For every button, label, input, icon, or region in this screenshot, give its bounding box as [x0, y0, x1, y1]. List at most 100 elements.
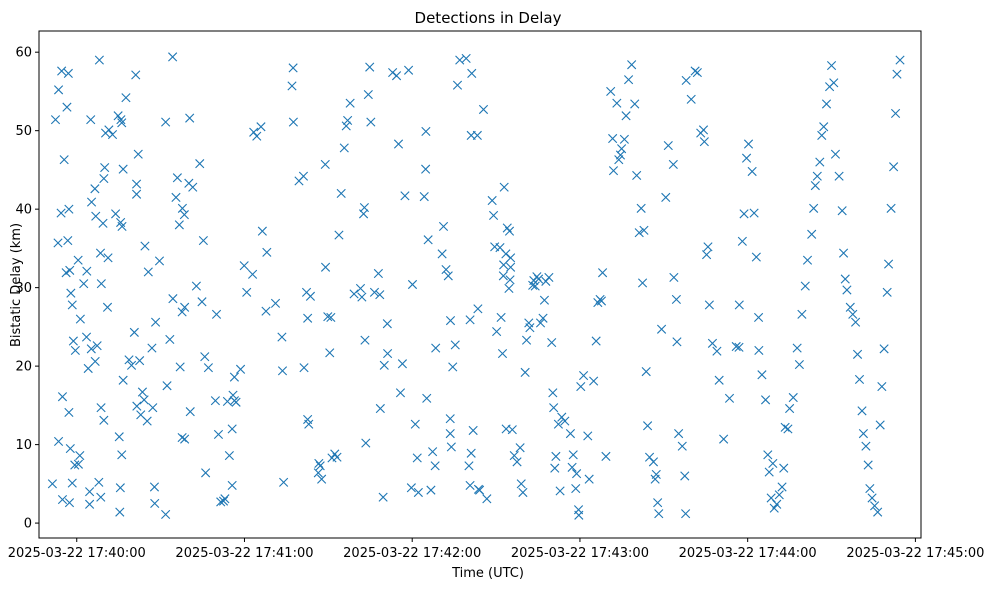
data-point	[137, 387, 148, 397]
data-point	[875, 420, 885, 430]
data-point	[576, 381, 586, 392]
data-point	[553, 419, 564, 429]
data-point	[406, 483, 416, 493]
data-point	[757, 370, 767, 380]
data-point	[621, 111, 631, 121]
data-point	[681, 509, 691, 519]
data-point	[103, 253, 113, 263]
data-point	[701, 250, 712, 260]
x-axis-title: Time (UTC)	[451, 566, 524, 581]
data-point	[571, 483, 581, 494]
data-point	[373, 268, 383, 279]
data-point	[478, 104, 489, 115]
data-point	[53, 436, 64, 447]
data-point	[583, 431, 593, 441]
data-point	[584, 474, 594, 484]
data-point	[349, 289, 359, 299]
data-point	[505, 275, 515, 285]
data-point	[574, 510, 584, 520]
data-point	[91, 211, 101, 221]
data-point	[812, 171, 822, 181]
data-point	[150, 317, 161, 327]
data-point	[257, 226, 267, 236]
x-tick-label: 2025-03-22 17:45:00	[846, 546, 984, 561]
data-point	[423, 235, 433, 245]
data-point	[288, 117, 298, 127]
data-point	[102, 302, 113, 312]
data-point	[857, 406, 867, 416]
data-point	[644, 452, 655, 462]
data-point	[229, 372, 239, 382]
data-point	[90, 184, 100, 194]
data-point	[641, 367, 651, 377]
data-point	[438, 221, 449, 232]
data-point	[567, 462, 577, 472]
data-point	[568, 450, 578, 460]
data-point	[203, 363, 213, 373]
data-point	[65, 265, 75, 275]
data-point	[298, 171, 309, 181]
data-point	[601, 451, 611, 461]
data-point	[242, 287, 252, 297]
data-point	[450, 340, 460, 350]
data-point	[879, 344, 889, 354]
data-point	[67, 300, 77, 310]
data-point	[848, 309, 858, 319]
data-point	[375, 403, 385, 414]
data-point	[277, 366, 288, 376]
data-point	[889, 162, 899, 172]
data-point	[180, 302, 190, 312]
data-point	[749, 208, 759, 218]
data-point	[56, 208, 66, 218]
data-point	[741, 153, 752, 163]
data-point	[892, 69, 902, 79]
data-point	[845, 302, 855, 312]
data-point	[760, 395, 771, 405]
data-point	[648, 457, 659, 467]
data-point	[99, 415, 109, 425]
data-point	[73, 459, 84, 469]
data-point	[100, 162, 110, 173]
data-point	[870, 501, 880, 511]
data-point	[359, 202, 369, 213]
data-point	[68, 336, 78, 346]
data-point	[211, 309, 222, 319]
points-layer	[47, 52, 905, 520]
data-point	[75, 314, 85, 324]
data-point	[161, 509, 171, 520]
data-point	[819, 122, 829, 132]
y-tick-label: 20	[15, 360, 32, 375]
data-point	[654, 509, 664, 519]
y-axis-title: Bistatic Delay (km)	[9, 223, 24, 347]
data-point	[131, 189, 142, 199]
data-point	[550, 463, 560, 473]
data-point	[430, 461, 440, 471]
data-point	[403, 65, 414, 75]
data-point	[395, 388, 406, 398]
data-point	[807, 229, 817, 239]
data-point	[64, 407, 74, 418]
data-point	[671, 294, 681, 305]
data-point	[863, 460, 873, 470]
data-point	[619, 134, 629, 144]
data-point	[802, 255, 813, 265]
data-point	[719, 434, 729, 444]
data-point	[81, 332, 92, 342]
data-point	[669, 272, 679, 283]
data-point	[810, 181, 820, 191]
data-point	[252, 131, 262, 141]
data-point	[639, 225, 649, 235]
data-point	[840, 274, 850, 284]
data-point	[161, 117, 171, 127]
data-point	[175, 362, 185, 372]
data-point	[140, 241, 150, 251]
data-point	[270, 298, 281, 308]
data-point	[70, 345, 80, 356]
data-point	[764, 467, 774, 477]
data-point	[422, 393, 432, 403]
data-point	[115, 483, 125, 493]
data-point	[656, 324, 667, 334]
data-point	[378, 492, 388, 502]
data-point	[651, 469, 661, 480]
